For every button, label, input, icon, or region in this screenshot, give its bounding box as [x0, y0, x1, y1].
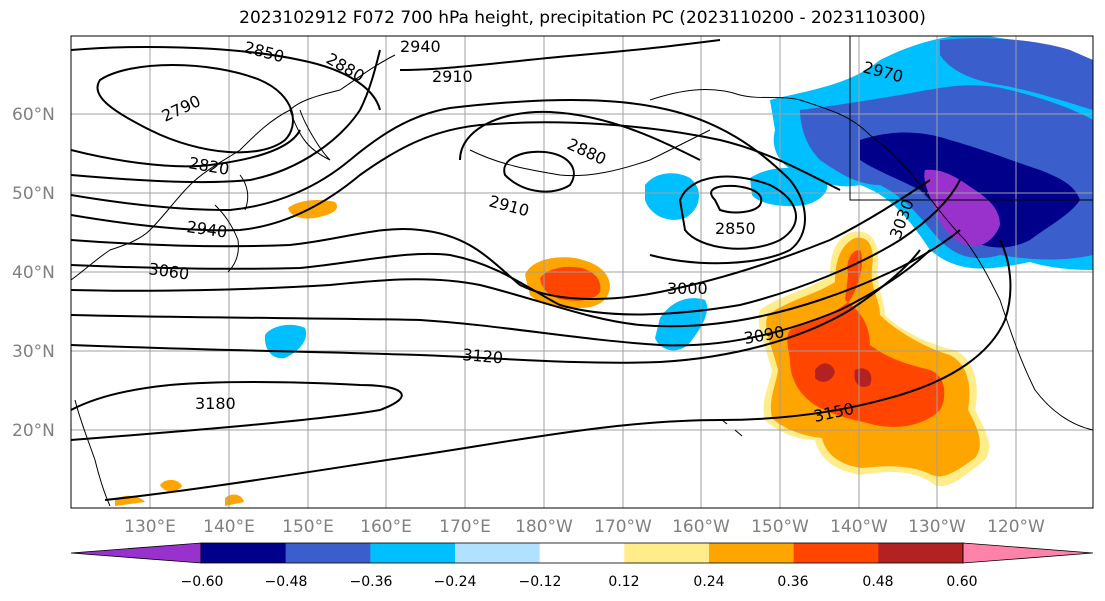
colorbar-tick-label: 0.12: [608, 574, 639, 590]
colorbar-segment: [370, 543, 456, 563]
lon-label: 170°E: [439, 517, 491, 537]
contour-label: 2910: [432, 67, 473, 86]
positive-region-hawaii-red: [540, 266, 601, 301]
contour-2910-upper: [399, 39, 721, 71]
contour-2790: [96, 64, 294, 154]
region-box: [849, 36, 1093, 201]
colorbar-segment: [455, 543, 541, 563]
coastlines: [71, 54, 1093, 507]
colorbar-tick-label: −0.60: [181, 574, 224, 590]
colorbar-ticks: −0.60 −0.48 −0.36 −0.24 −0.12 0.12 0.24 …: [181, 574, 978, 590]
colorbar-extend-low: [70, 542, 202, 564]
contour-label: 3000: [667, 279, 708, 298]
contour-2910: [459, 110, 701, 161]
colorbar-tick-label: 0.48: [862, 574, 893, 590]
positive-blob-small-1: [160, 479, 182, 492]
alaska-coast: [649, 89, 1093, 431]
contour-label: 2940: [400, 37, 441, 56]
colorbar-segment: [285, 543, 371, 563]
colorbar-segment: [624, 543, 710, 563]
aleutians: [469, 129, 711, 177]
colorbar-segment: [201, 543, 287, 563]
precip-shading: [115, 36, 1093, 506]
contour-label: 2850: [715, 219, 756, 238]
colorbar-segment: [793, 543, 879, 563]
colorbar-border: [200, 542, 964, 564]
lon-label: 170°W: [594, 517, 652, 537]
contour-2940: [71, 99, 806, 265]
colorbar: [70, 542, 1094, 564]
lon-label: 130°W: [908, 517, 966, 537]
contour-2850a: [71, 46, 381, 111]
lat-lon-grid: [71, 36, 1093, 508]
asia-coast: [71, 54, 396, 281]
lon-label: 160°E: [360, 517, 412, 537]
lon-label: 120°W: [987, 517, 1045, 537]
lat-label: 30°N: [12, 342, 55, 362]
colorbar-tick-label: 0.60: [946, 574, 977, 590]
contour-label: 3180: [195, 394, 236, 413]
contour-2880-low: [503, 150, 575, 193]
contour-3120: [71, 249, 921, 364]
latitude-labels: 60°N 50°N 40°N 30°N 20°N: [12, 105, 55, 441]
contour-2820: [71, 129, 301, 168]
lon-label: 180°W: [515, 517, 573, 537]
contour-label: 3120: [462, 345, 504, 367]
lat-label: 60°N: [12, 105, 55, 125]
lon-label: 150°E: [282, 517, 334, 537]
contour-3060: [71, 229, 961, 328]
positive-region-south-red: [787, 250, 945, 427]
contour-2850-low: [710, 184, 763, 214]
contour-2880: [71, 49, 381, 184]
map-title: 2023102912 F072 700 hPa height, precipit…: [239, 8, 926, 28]
lon-label: 140°E: [203, 517, 255, 537]
positive-region-dark-red: [815, 363, 872, 387]
lon-label: 140°W: [830, 517, 888, 537]
lon-label: 130°E: [124, 517, 176, 537]
contour-3150: [71, 239, 1012, 501]
colorbar-extend-high: [962, 542, 1094, 564]
contour-3000: [71, 179, 931, 300]
positive-blob-small-2: [225, 494, 244, 506]
colorbar-segment: [878, 543, 964, 563]
lon-label: 160°W: [672, 517, 730, 537]
height-contours: [71, 39, 1012, 501]
colorbar-segment: [709, 543, 795, 563]
colorbar-tick-label: 0.24: [693, 574, 724, 590]
negative-region-purple: [924, 169, 1000, 247]
longitude-labels: 130°E 140°E 150°E 160°E 170°E 180°W 170°…: [124, 517, 1045, 537]
colorbar-tick-label: −0.24: [434, 574, 477, 590]
lat-label: 20°N: [12, 421, 55, 441]
lat-label: 50°N: [12, 184, 55, 204]
cyan-blob-2: [750, 167, 828, 207]
cyan-blob-1: [645, 173, 700, 220]
lat-label: 40°N: [12, 263, 55, 283]
cyan-blob-4: [264, 324, 307, 359]
colorbar-tick-label: −0.48: [265, 574, 308, 590]
philippines: [74, 399, 111, 507]
contour-3090: [71, 249, 931, 347]
lon-label: 150°W: [751, 517, 809, 537]
colorbar-tick-label: −0.36: [350, 574, 393, 590]
colorbar-tick-label: 0.36: [777, 574, 808, 590]
contour-2910-low: [678, 175, 797, 250]
map-frame: [70, 35, 1094, 509]
contour-2970: [71, 121, 841, 232]
contour-3030: [71, 179, 961, 316]
colorbar-segment: [539, 543, 625, 563]
colorbar-tick-label: −0.12: [519, 574, 562, 590]
